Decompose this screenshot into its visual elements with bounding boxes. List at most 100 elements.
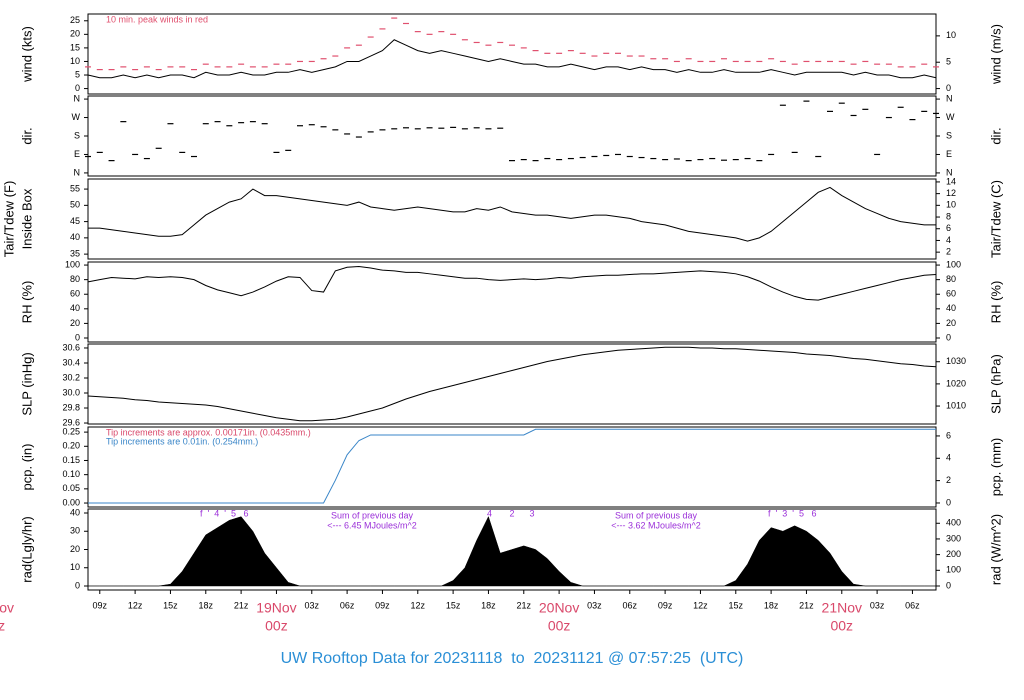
y-tick-label: 60: [70, 289, 80, 299]
line: [87, 266, 937, 301]
y-tick-label: N: [74, 93, 81, 103]
y2-tick-label: 80: [946, 274, 956, 284]
y-tick-label: 20: [70, 544, 80, 554]
x-tick-label: 18z: [481, 600, 496, 610]
x-tick-label: 00z: [0, 618, 5, 634]
date-label: 20Nov: [539, 600, 579, 616]
chart-title: UW Rooftop Data for 20231118 to 20231121…: [281, 650, 744, 667]
y-tick-label: 0.00: [62, 497, 80, 507]
y2-axis-label: SLP (hPa): [988, 354, 1003, 414]
y2-tick-label: 6: [946, 430, 951, 440]
panel-frame: [87, 261, 937, 343]
y2-tick-label: 300: [946, 533, 961, 543]
y2-tick-label: N: [946, 93, 953, 103]
y2-tick-label: 12: [946, 188, 956, 198]
y-tick-label: N: [74, 167, 81, 177]
y2-tick-label: 60: [946, 289, 956, 299]
x-tick-label: 12z: [411, 600, 426, 610]
y-axis-label: Inside Box: [19, 188, 34, 249]
y-tick-label: 29.6: [62, 417, 80, 427]
y2-tick-label: 40: [946, 303, 956, 313]
y2-tick-label: 1030: [946, 356, 966, 366]
y-tick-label: 0.25: [62, 426, 80, 436]
y2-tick-label: 0: [946, 497, 951, 507]
y2-tick-label: 1010: [946, 400, 966, 410]
y2-tick-label: 8: [946, 211, 951, 221]
y2-tick-label: 2: [946, 475, 951, 485]
y-tick-label: 0.05: [62, 483, 80, 493]
y-tick-label: 5: [75, 69, 80, 79]
line: [88, 428, 936, 504]
x-tick-label: 03z: [587, 600, 602, 610]
x-tick-label: 06z: [623, 600, 638, 610]
y-tick-label: 30.0: [62, 387, 80, 397]
annotation: 10 min. peak winds in red: [106, 14, 208, 24]
y-axis-label: rad(Lgly/hr): [19, 516, 34, 582]
y-tick-label: 30.2: [62, 372, 80, 382]
panel-frame: [87, 13, 937, 95]
y2-tick-label: 4: [946, 453, 951, 463]
y2-tick-label: E: [946, 149, 952, 159]
annotation: Tip increments are approx. 0.00171in. (0…: [106, 427, 311, 437]
y-tick-label: 50: [70, 200, 80, 210]
y-tick-label: 25: [70, 15, 80, 25]
y-tick-label: 0: [75, 332, 80, 342]
y2-tick-label: 10: [946, 30, 956, 40]
y2-axis-label: dir.: [988, 127, 1003, 144]
x-tick-label: 00z: [830, 618, 853, 634]
y-tick-label: 80: [70, 274, 80, 284]
x-tick-label: 12z: [693, 600, 708, 610]
y-axis-label: wind (kts): [19, 26, 34, 83]
x-tick-label: 12z: [128, 600, 143, 610]
y2-tick-label: W: [946, 112, 955, 122]
y-tick-label: 0.20: [62, 441, 80, 451]
annotation: <--- 6.45 MJoules/m^2: [327, 520, 417, 530]
x-tick-label: 21z: [517, 600, 532, 610]
line: [88, 186, 936, 242]
y-tick-label: 100: [65, 259, 80, 269]
y-axis-label: SLP (inHg): [19, 352, 34, 415]
y2-tick-label: 0: [946, 332, 951, 342]
y2-tick-label: 100: [946, 565, 961, 575]
x-tick-label: 15z: [729, 600, 744, 610]
y2-tick-label: 2: [946, 247, 951, 257]
panel-frame: [87, 343, 937, 425]
y-tick-label: 10: [70, 562, 80, 572]
y-tick-label: 30.4: [62, 357, 80, 367]
x-tick-label: 09z: [375, 600, 390, 610]
annotation: <--- 3.62 MJoules/m^2: [611, 520, 701, 530]
x-tick-label: 21z: [234, 600, 249, 610]
y2-tick-label: 0: [946, 580, 951, 590]
y-tick-label: 0: [75, 83, 80, 93]
y2-axis-label: wind (m/s): [988, 24, 1003, 85]
area: [88, 516, 936, 587]
y2-tick-label: 5: [946, 57, 951, 67]
x-tick-label: 21z: [799, 600, 814, 610]
annotation: Tip increments are 0.01in. (0.254mm.): [106, 436, 258, 446]
x-tick-label: 03z: [870, 600, 885, 610]
y2-tick-label: N: [946, 167, 953, 177]
line: [87, 346, 937, 422]
x-tick-label: 06z: [340, 600, 355, 610]
x-tick-label: 00z: [265, 618, 288, 634]
y-tick-label: W: [72, 112, 81, 122]
y-tick-label: 0.15: [62, 455, 80, 465]
y-tick-label: 0: [75, 580, 80, 590]
x-tick-label: 09z: [93, 600, 108, 610]
y-tick-label: 55: [70, 183, 80, 193]
y2-tick-label: 400: [946, 518, 961, 528]
y-tick-label: 10: [70, 56, 80, 66]
x-tick-label: 06z: [905, 600, 920, 610]
y2-tick-label: 20: [946, 318, 956, 328]
x-tick-label: 00z: [548, 618, 571, 634]
y-axis-label: RH (%): [19, 281, 34, 324]
y2-axis-label: RH (%): [988, 281, 1003, 324]
y-axis-label: Tair/Tdew (F): [1, 181, 16, 258]
y-tick-label: 30.6: [62, 342, 80, 352]
y2-tick-label: 4: [946, 235, 951, 245]
annotation: f ' 3 ' 5 6: [768, 508, 816, 518]
y-tick-label: 15: [70, 42, 80, 52]
annotation: 4 2 3: [487, 508, 535, 518]
y-tick-label: S: [74, 130, 80, 140]
